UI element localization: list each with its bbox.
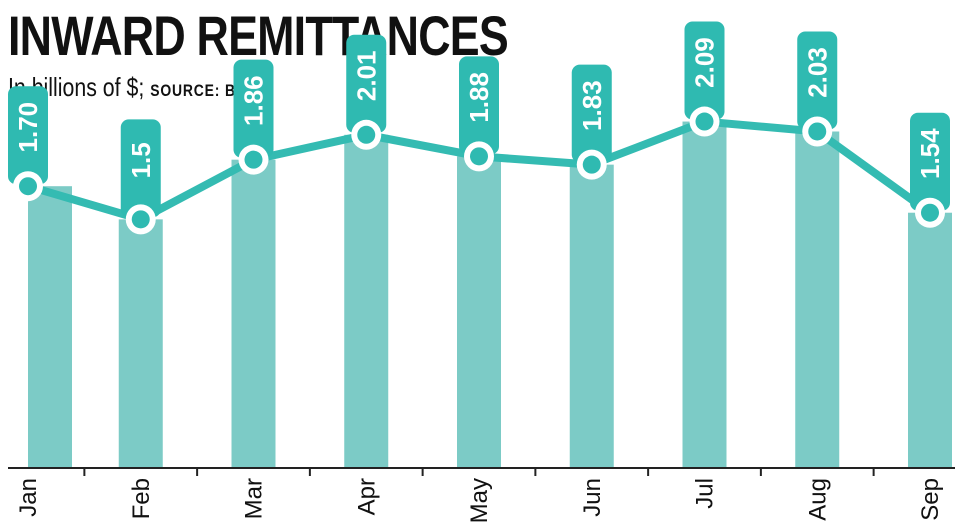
marker-aug (808, 122, 827, 141)
data-label-bg-mar (233, 59, 274, 158)
marker-may (470, 147, 488, 166)
x-tick-label-sep: Sep (917, 478, 944, 521)
x-tick-label-may: May (466, 478, 493, 523)
marker-jan (19, 177, 37, 196)
marker-apr (357, 125, 376, 144)
bar-sep (908, 212, 952, 468)
data-label-feb: 1.5 (126, 142, 156, 178)
bar-apr (344, 134, 389, 469)
data-label-bg-feb (120, 119, 161, 218)
source-label: SOURCE: BB (150, 81, 247, 100)
x-tick-label-apr: Apr (353, 478, 380, 515)
data-label-jun: 1.83 (577, 80, 607, 131)
data-label-bg-apr (346, 34, 387, 133)
data-label-jan: 1.70 (13, 102, 43, 153)
data-label-bg-jun (571, 64, 612, 163)
data-label-may: 1.88 (464, 72, 494, 123)
data-label-mar: 1.86 (239, 75, 269, 126)
marker-jun (582, 155, 601, 174)
bar-may (457, 156, 501, 469)
x-tick-labels-group: Jan Feb Mar Apr May Jun Jul Aug Sep (15, 478, 944, 523)
bar-jan (28, 186, 72, 469)
data-label-bg-sep (910, 112, 950, 211)
x-tick-label-jul: Jul (692, 478, 719, 509)
data-label-sep: 1.54 (915, 128, 945, 179)
x-tick-label-jun: Jun (579, 478, 606, 517)
data-label-jul: 2.09 (690, 37, 720, 88)
x-tick-label-mar: Mar (241, 478, 268, 519)
x-tick-label-jan: Jan (15, 478, 42, 517)
marker-feb (131, 210, 150, 229)
x-tick-label-aug: Aug (804, 478, 831, 521)
chart-title: INWARD REMITTANCES (8, 4, 509, 67)
marker-mar (244, 150, 263, 169)
data-label-bg-aug (797, 31, 838, 130)
marker-sep (921, 203, 939, 222)
marker-jul (695, 112, 714, 131)
bar-jul (682, 121, 727, 468)
data-label-bg-jul (684, 21, 725, 120)
data-label-bg-may (459, 56, 499, 155)
markers-group (13, 106, 945, 235)
bar-mar (231, 159, 276, 469)
data-label-aug: 2.03 (802, 47, 832, 98)
x-tick-label-feb: Feb (128, 478, 155, 519)
bar-jun (569, 164, 614, 468)
bars-group (28, 121, 952, 469)
bar-feb (118, 219, 163, 468)
data-label-bg-jan (8, 86, 48, 185)
x-axis-ticks (83, 468, 875, 476)
bar-aug (795, 131, 840, 469)
data-labels-group: 1.70 1.5 1.86 2.01 1.88 1.83 2.09 2.03 1.54 (8, 21, 950, 218)
data-label-apr: 2.01 (351, 51, 381, 102)
